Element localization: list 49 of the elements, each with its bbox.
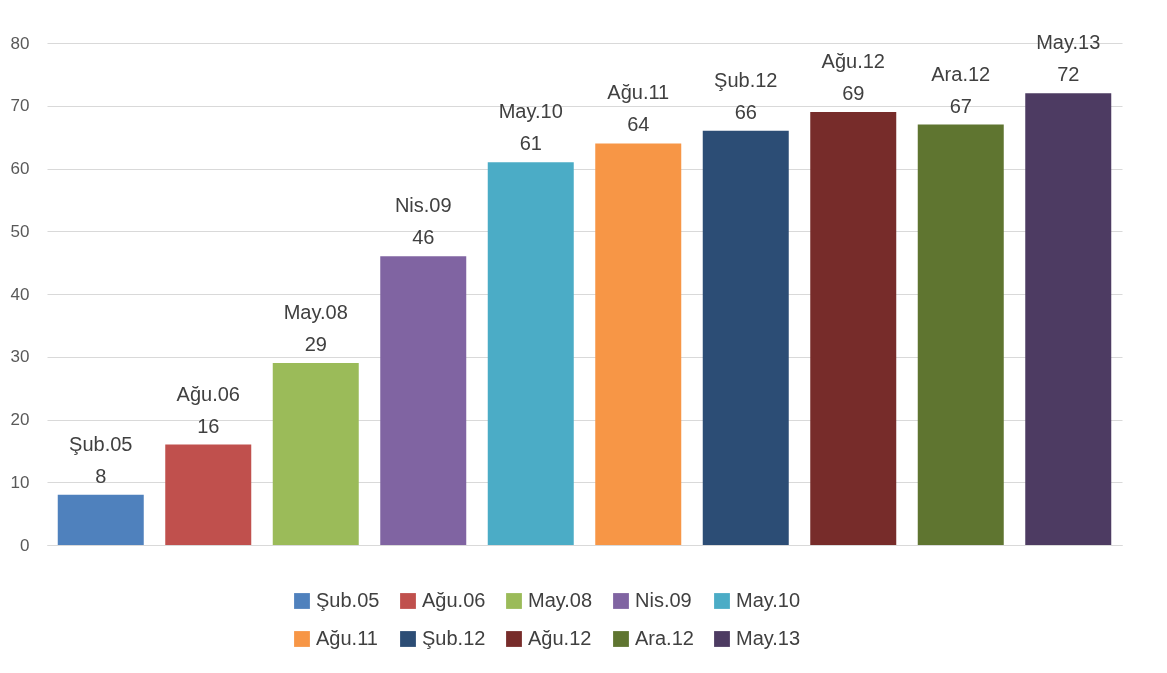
data-label: 69 xyxy=(842,82,865,105)
legend-label: Nis.09 xyxy=(635,589,692,611)
data-label: 8 xyxy=(95,464,107,487)
bar xyxy=(1025,93,1112,545)
data-label: 72 xyxy=(1057,63,1080,86)
legend-label: May.08 xyxy=(528,589,593,611)
text: Ara.12 xyxy=(931,62,991,85)
text: Nis.09 xyxy=(394,194,452,217)
y-tick-label: 20 xyxy=(10,410,30,429)
y-tick-label: 80 xyxy=(10,33,30,53)
bar xyxy=(57,494,144,545)
text: May.13 xyxy=(1036,31,1101,54)
data-label: 64 xyxy=(627,113,650,136)
text: Şub.12 xyxy=(714,68,778,91)
legend-label: Şub.12 xyxy=(422,627,486,649)
bar xyxy=(702,130,789,545)
text: May.08 xyxy=(283,301,348,324)
bar xyxy=(487,162,574,545)
text: Şub.05 xyxy=(69,432,133,455)
bar xyxy=(165,444,252,545)
y-tick-label: 0 xyxy=(20,535,30,555)
y-tick-label: 40 xyxy=(10,284,30,304)
data-label: 67 xyxy=(949,94,972,117)
legend-label: Ara.12 xyxy=(635,627,694,649)
data-label: 16 xyxy=(197,414,220,437)
bar xyxy=(810,112,897,545)
data-label: 66 xyxy=(734,100,757,123)
legend-label: May.10 xyxy=(736,589,801,611)
legend-label: Ağu.06 xyxy=(422,589,486,611)
text: May.10 xyxy=(498,100,563,123)
bar xyxy=(917,124,1004,545)
text: Ağu.11 xyxy=(607,81,670,104)
bar xyxy=(595,143,682,545)
y-tick-label: 30 xyxy=(10,347,30,367)
legend-label: Ağu.11 xyxy=(316,627,378,649)
legend-label: Ağu.12 xyxy=(528,627,592,649)
bar xyxy=(272,363,359,545)
y-tick-label: 10 xyxy=(10,472,30,492)
legend-label: Şub.05 xyxy=(316,589,380,611)
y-tick-label: 70 xyxy=(10,96,30,116)
bar xyxy=(380,256,467,545)
data-label: 29 xyxy=(304,333,327,356)
legend-label: May.13 xyxy=(736,627,801,649)
data-label: 61 xyxy=(519,132,542,155)
text: Ağu.12 xyxy=(821,50,885,73)
y-tick-label: 50 xyxy=(10,221,30,241)
text: Ağu.06 xyxy=(176,382,240,405)
y-tick-label: 60 xyxy=(10,159,30,178)
data-label: 46 xyxy=(412,226,435,249)
